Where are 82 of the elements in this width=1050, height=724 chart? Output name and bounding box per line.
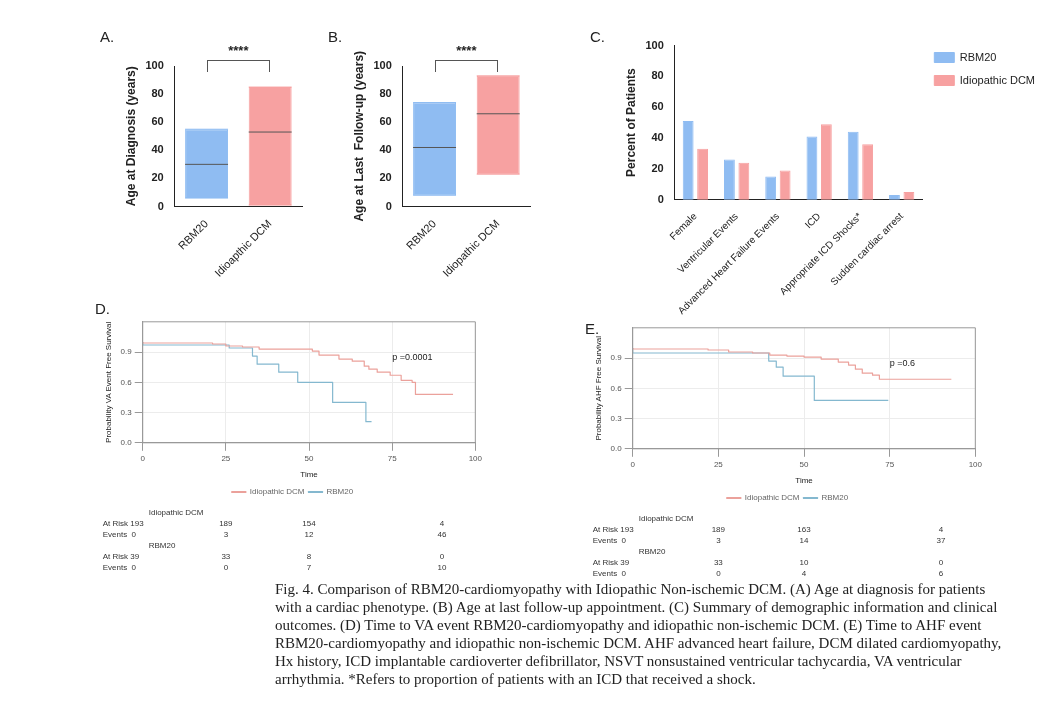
- y-tick-label: 0.0: [610, 444, 623, 453]
- x-tick-label: 0: [630, 459, 636, 469]
- text: Events 0 0 7 10: [102, 563, 447, 572]
- y-tick-label: 100: [373, 59, 392, 72]
- y-tick-label: 60: [151, 115, 164, 128]
- y-tick-label: 80: [651, 69, 664, 82]
- y-tick-label: 0: [157, 199, 164, 212]
- x-tick-label: 100: [968, 459, 983, 469]
- legend-label: Idiopathic DCM: [249, 487, 305, 497]
- y-tick-label: 0.3: [120, 407, 133, 417]
- x-tick-label: 25: [713, 459, 724, 469]
- y-tick-label: 0.9: [120, 347, 133, 357]
- text: RBM20: [148, 541, 176, 550]
- bar: [862, 144, 874, 200]
- x-tick-label: 100: [468, 453, 483, 463]
- chart-title: D.: [95, 300, 110, 317]
- bar: [724, 159, 735, 200]
- text: Events 0 3 14 37: [592, 536, 946, 545]
- y-axis-title: Age at Last Follow-up (years): [351, 50, 366, 222]
- text: Idiopathic DCM: [638, 514, 694, 523]
- y-tick-label: 0.3: [610, 413, 623, 423]
- y-tick-label: 100: [645, 38, 664, 51]
- text: At Risk 39 33 8 0: [102, 552, 445, 561]
- x-tick-label: 25: [221, 453, 231, 463]
- chart-title: B.: [328, 28, 343, 45]
- bar: [806, 136, 818, 200]
- legend-label: Idiopathic DCM: [959, 73, 1036, 86]
- legend-label: RBM20: [821, 493, 849, 503]
- legend-label: RBM20: [326, 487, 354, 497]
- y-tick-label: 20: [379, 171, 392, 184]
- y-tick-label: 60: [651, 100, 664, 113]
- y-tick-label: 80: [379, 87, 392, 100]
- text: ****: [455, 43, 478, 58]
- y-tick-label: 40: [651, 131, 664, 144]
- bar: [682, 121, 694, 200]
- x-axis-title: Time: [795, 476, 814, 486]
- bar: [847, 131, 859, 200]
- x-tick-label: 75: [387, 453, 398, 463]
- y-tick-label: 80: [151, 87, 164, 100]
- y-tick-label: 40: [379, 143, 392, 156]
- y-tick-label: 0: [385, 199, 392, 212]
- annotation: p =0.6: [889, 358, 915, 369]
- bar: [738, 162, 750, 200]
- text: At Risk 193 189 163 4: [592, 525, 944, 534]
- bar: [820, 124, 832, 200]
- y-tick-label: 60: [379, 115, 392, 128]
- x-tick-label: 50: [799, 459, 810, 469]
- x-tick-label: 75: [885, 459, 895, 469]
- y-tick-label: 0.9: [610, 353, 623, 363]
- y-tick-label: 0.0: [120, 438, 133, 447]
- y-axis-title: Probability AHF Free Survival: [594, 335, 603, 441]
- text: At Risk 39 33 10 0: [592, 558, 944, 567]
- chart-title: E.: [585, 320, 600, 337]
- bar: [765, 176, 777, 200]
- y-tick-label: 0.6: [610, 383, 623, 393]
- y-tick-label: 100: [145, 59, 164, 72]
- text: Events 0 3 12 46: [102, 530, 447, 539]
- legend-label: Idiopathic DCM: [744, 493, 800, 503]
- bar: [779, 170, 791, 200]
- chart-title: C.: [590, 28, 605, 45]
- y-tick-label: 20: [151, 171, 164, 184]
- text: ****: [227, 43, 250, 58]
- annotation: p =0.0001: [392, 352, 433, 363]
- text: Idiopathic DCM: [148, 508, 204, 517]
- x-tick-label: 50: [304, 453, 315, 463]
- bar: [697, 148, 709, 200]
- chart-title: A.: [100, 28, 115, 45]
- y-tick-label: 40: [151, 143, 164, 156]
- y-tick-label: 0: [657, 192, 664, 205]
- y-axis-title: Age at Diagnosis (years): [123, 66, 138, 207]
- caption: Fig. 4. Comparison of RBM20-cardiomyopathy with Idiopathic Non-ischemic DCM. (A) Age at diagnosis for patients with a cardiac phenotype. (B) Age at last follow-up appointment. (C) Summary of demographic information and clinical outcomes. (D) Time to VA event RBM20-cardiomyopathy and idiopathic non-ischemic DCM. (E) Time to AHF event RBM20-cardiomyopathy and idiopathic non-ischemic DCM. AHF advanced heart failure, DCM dilated cardiomyopathy, Hx history, ICD implantable cardioverter defibrillator, NSVT nonsustained ventricular tachycardia, VA ventricular arrhythmia. *Refers to proportion of patients with an ICD that received a shock.: [275, 580, 1003, 688]
- text: At Risk 193 189 154 4: [102, 519, 445, 528]
- legend-label: RBM20: [959, 50, 997, 63]
- y-axis-title: Percent of Patients: [623, 67, 638, 177]
- y-axis-title: Probability VA Event Free Survival: [104, 321, 113, 443]
- y-tick-label: 0.6: [120, 377, 133, 387]
- x-axis-title: Time: [300, 470, 319, 480]
- y-tick-label: 20: [651, 161, 664, 174]
- x-tick-label: 0: [140, 453, 146, 463]
- text: RBM20: [638, 547, 666, 556]
- text: Events 0 0 4 6: [592, 569, 944, 578]
- x-tick-label: ICD: [802, 210, 823, 231]
